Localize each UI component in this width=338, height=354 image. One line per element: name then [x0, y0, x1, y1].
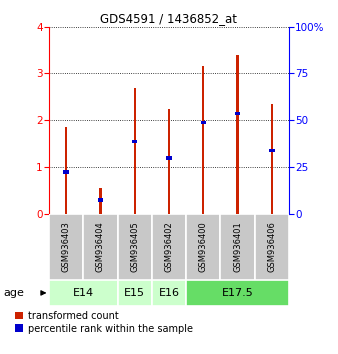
Bar: [168, 109, 170, 214]
Bar: [98, 199, 103, 202]
Bar: [200, 121, 206, 124]
Text: GSM936401: GSM936401: [233, 222, 242, 272]
Bar: [64, 170, 69, 173]
Text: E15: E15: [124, 288, 145, 298]
Text: GSM936405: GSM936405: [130, 222, 139, 272]
Bar: [65, 127, 67, 214]
Text: GSM936403: GSM936403: [62, 222, 71, 272]
Bar: [255, 214, 289, 280]
Bar: [49, 214, 83, 280]
Bar: [99, 188, 102, 214]
Legend: transformed count, percentile rank within the sample: transformed count, percentile rank withi…: [15, 311, 193, 333]
Bar: [166, 156, 172, 160]
Bar: [118, 280, 152, 306]
Bar: [220, 214, 255, 280]
Text: GSM936406: GSM936406: [267, 222, 276, 272]
Bar: [235, 112, 240, 115]
Bar: [271, 104, 273, 214]
Title: GDS4591 / 1436852_at: GDS4591 / 1436852_at: [100, 12, 238, 25]
Bar: [49, 280, 118, 306]
Bar: [83, 214, 118, 280]
Text: GSM936404: GSM936404: [96, 222, 105, 272]
Bar: [134, 87, 136, 214]
Text: E14: E14: [73, 288, 94, 298]
Text: E17.5: E17.5: [222, 288, 254, 298]
Text: GSM936402: GSM936402: [165, 222, 173, 272]
Bar: [236, 55, 239, 214]
Bar: [186, 214, 220, 280]
Bar: [132, 140, 138, 143]
Bar: [269, 149, 274, 153]
Bar: [186, 280, 289, 306]
Text: E16: E16: [159, 288, 179, 298]
Bar: [118, 214, 152, 280]
Text: GSM936400: GSM936400: [199, 222, 208, 272]
Bar: [202, 67, 204, 214]
Bar: [152, 214, 186, 280]
Bar: [152, 280, 186, 306]
Text: age: age: [3, 288, 24, 298]
